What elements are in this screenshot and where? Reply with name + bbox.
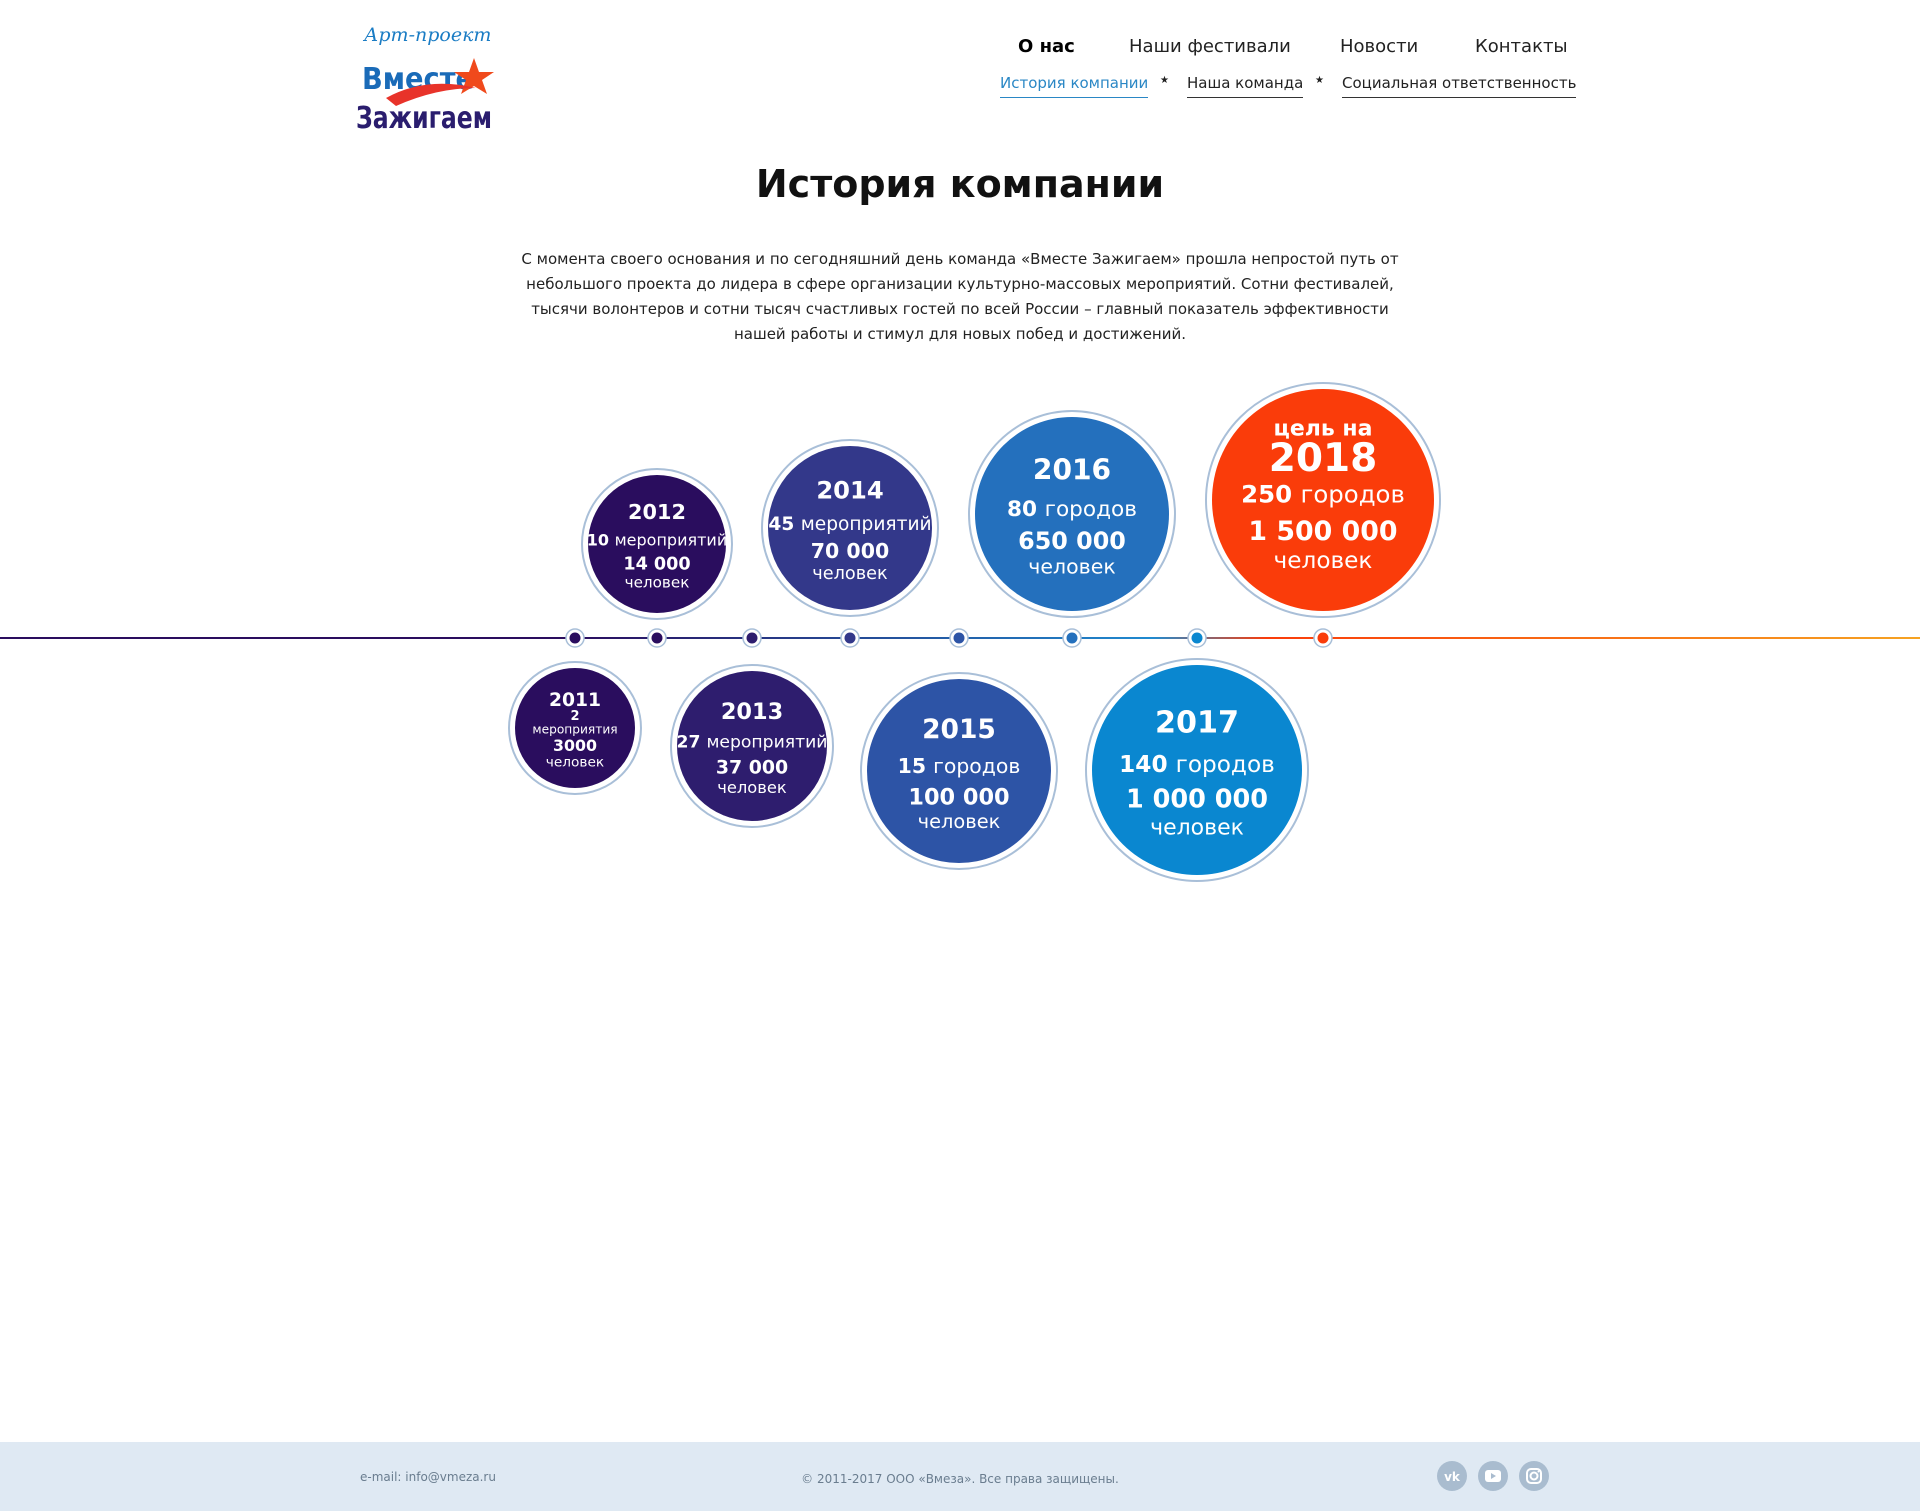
youtube-icon[interactable] [1478, 1461, 1508, 1491]
timeline-dot-inner [953, 632, 965, 644]
stat1: 10 мероприятий [587, 531, 727, 550]
stat1-unit: городов [1176, 751, 1275, 778]
stat1-unit: мероприятий [801, 514, 932, 535]
stat2-number: 70 000 [811, 539, 889, 563]
stat1-unit: городов [1045, 497, 1137, 522]
stat2-unit: человек [1150, 815, 1244, 840]
year-prefix: цель на [1274, 417, 1373, 442]
stat2-number: 3000 [553, 736, 597, 755]
timeline-dot-inner [844, 632, 856, 644]
subnav-item-social-responsibility[interactable]: Социальная ответственность [1342, 74, 1577, 98]
stat1-number: 10 [587, 531, 615, 550]
nav-item-about[interactable]: О нас [1018, 36, 1075, 57]
sub-nav: История компании ★ Наша команда ★ Социал… [990, 74, 1577, 102]
year-label: 2012 [628, 500, 686, 524]
stat1: 45 мероприятий [768, 514, 931, 535]
nav-item-news[interactable]: Новости [1340, 36, 1419, 57]
year-circle [1092, 665, 1302, 875]
subnav-item-team[interactable]: Наша команда [1187, 74, 1304, 98]
stat1-number: 45 [768, 514, 800, 535]
stat1-number: 2 [570, 709, 579, 724]
timeline-dot-inner [651, 632, 663, 644]
timeline-dot-inner [746, 632, 758, 644]
year-circle [515, 668, 635, 788]
subnav-item-history[interactable]: История компании [1000, 74, 1149, 98]
star-separator-icon: ★ [1160, 75, 1169, 86]
year-circle [1212, 389, 1434, 611]
instagram-icon[interactable] [1519, 1461, 1549, 1491]
nav-item-festivals[interactable]: Наши фестивали [1129, 36, 1291, 57]
stat2-unit: человек [1028, 555, 1115, 579]
stat1-number: 140 [1119, 751, 1175, 778]
stat1: 27 мероприятий [677, 733, 828, 753]
timeline-dot-inner [1317, 632, 1329, 644]
year-circle [588, 475, 726, 613]
timeline-dot-inner [1066, 632, 1078, 644]
logo[interactable]: Арт-проект Вместе Зажигаем [356, 16, 496, 136]
footer-email[interactable]: e-mail: info@vmeza.ru [360, 1470, 496, 1484]
stat2-unit: человек [1274, 547, 1373, 574]
page-title: История компании [755, 162, 1165, 206]
stat2-unit: человек [812, 564, 888, 584]
stat1-number: 80 [1007, 497, 1045, 522]
stat1-unit: мероприятий [706, 733, 827, 753]
year-label: 2011 [549, 690, 601, 711]
year-label: 2018 [1269, 436, 1378, 481]
year-label: 2017 [1155, 706, 1239, 741]
stat1-unit: мероприятий [615, 531, 728, 550]
year-label: 2013 [721, 699, 783, 725]
stat1: 15 городов [898, 754, 1021, 778]
stat1-number: 15 [898, 754, 933, 778]
vk-icon[interactable]: vk [1437, 1461, 1467, 1491]
nav-item-contacts[interactable]: Контакты [1475, 36, 1568, 57]
svg-text:vk: vk [1444, 1470, 1461, 1484]
stat1-number: 27 [677, 733, 707, 753]
main-nav: О нас Наши фестивали Новости Контакты [1000, 36, 1568, 66]
stat2-number: 14 000 [623, 555, 690, 575]
stat2-number: 650 000 [1018, 527, 1126, 555]
timeline-dot-inner [569, 632, 581, 644]
stat1-unit: мероприятия [532, 722, 617, 736]
stat2-unit: человек [625, 574, 690, 592]
year-label: 2016 [1033, 453, 1111, 486]
year-circle [867, 679, 1051, 863]
logo-swoosh [386, 83, 476, 106]
year-label: 2014 [816, 476, 883, 504]
stat2-number: 1 500 000 [1248, 516, 1397, 547]
stat2-number: 1 000 000 [1126, 785, 1268, 815]
intro-text: С момента своего основания и по сегодняш… [521, 250, 1399, 343]
stat2-unit: человек [546, 754, 604, 770]
stat1-unit: городов [1301, 479, 1405, 508]
footer-copyright: © 2011-2017 ООО «Вмеза». Все права защищ… [801, 1472, 1119, 1486]
year-circle [677, 671, 827, 821]
stat1: 250 городов [1241, 479, 1405, 508]
stat2-unit: человек [918, 810, 1001, 833]
logo-star-icon [454, 58, 494, 94]
year-circle [975, 417, 1169, 611]
star-separator-icon: ★ [1315, 75, 1324, 86]
logo-word2: Зажигаем [356, 101, 492, 134]
stat2-unit: человек [717, 778, 787, 797]
footer: e-mail: info@vmeza.ru © 2011-2017 ООО «В… [0, 1442, 1920, 1511]
timeline-dot-inner [1191, 632, 1203, 644]
stat1: 140 городов [1119, 751, 1275, 778]
year-circle [768, 446, 932, 610]
stat2-number: 100 000 [908, 784, 1009, 810]
stat1: 80 городов [1007, 497, 1137, 522]
logo-script-line: Арт-проект [362, 24, 491, 46]
stat1-unit: городов [933, 754, 1020, 778]
stat2-number: 37 000 [716, 757, 788, 779]
year-label: 2015 [922, 714, 996, 745]
stat1-number: 250 [1241, 479, 1300, 508]
